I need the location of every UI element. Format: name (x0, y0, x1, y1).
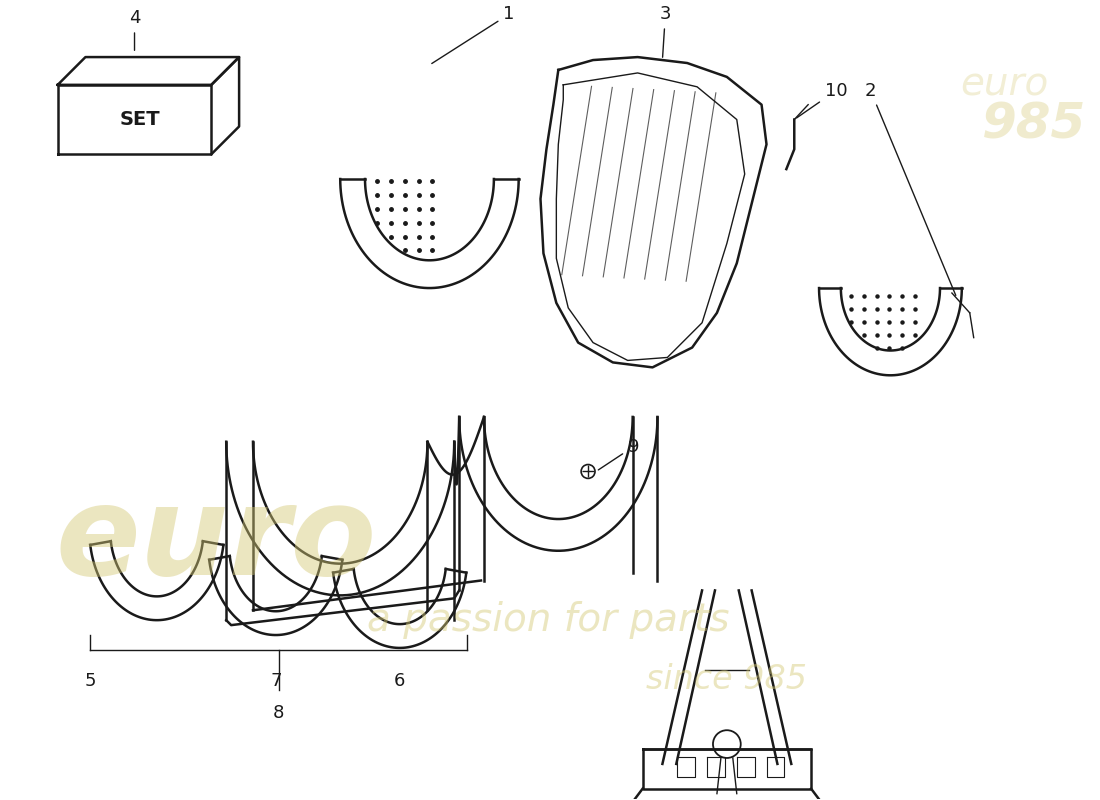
Text: euro: euro (960, 66, 1048, 104)
Text: 8: 8 (273, 705, 285, 722)
Text: since 985: since 985 (647, 663, 807, 696)
Text: 6: 6 (394, 672, 406, 690)
Text: a passion for parts: a passion for parts (367, 601, 729, 639)
Text: 1: 1 (432, 6, 515, 63)
Text: 3: 3 (660, 6, 671, 58)
Text: 5: 5 (85, 672, 96, 690)
Text: 2: 2 (865, 82, 956, 295)
Text: euro: euro (56, 480, 377, 602)
Text: SET: SET (119, 110, 160, 129)
Text: 10: 10 (796, 82, 847, 118)
Text: 985: 985 (982, 101, 1087, 149)
Text: 4: 4 (129, 10, 141, 50)
Text: 7: 7 (270, 672, 282, 690)
Text: 9: 9 (598, 438, 639, 470)
